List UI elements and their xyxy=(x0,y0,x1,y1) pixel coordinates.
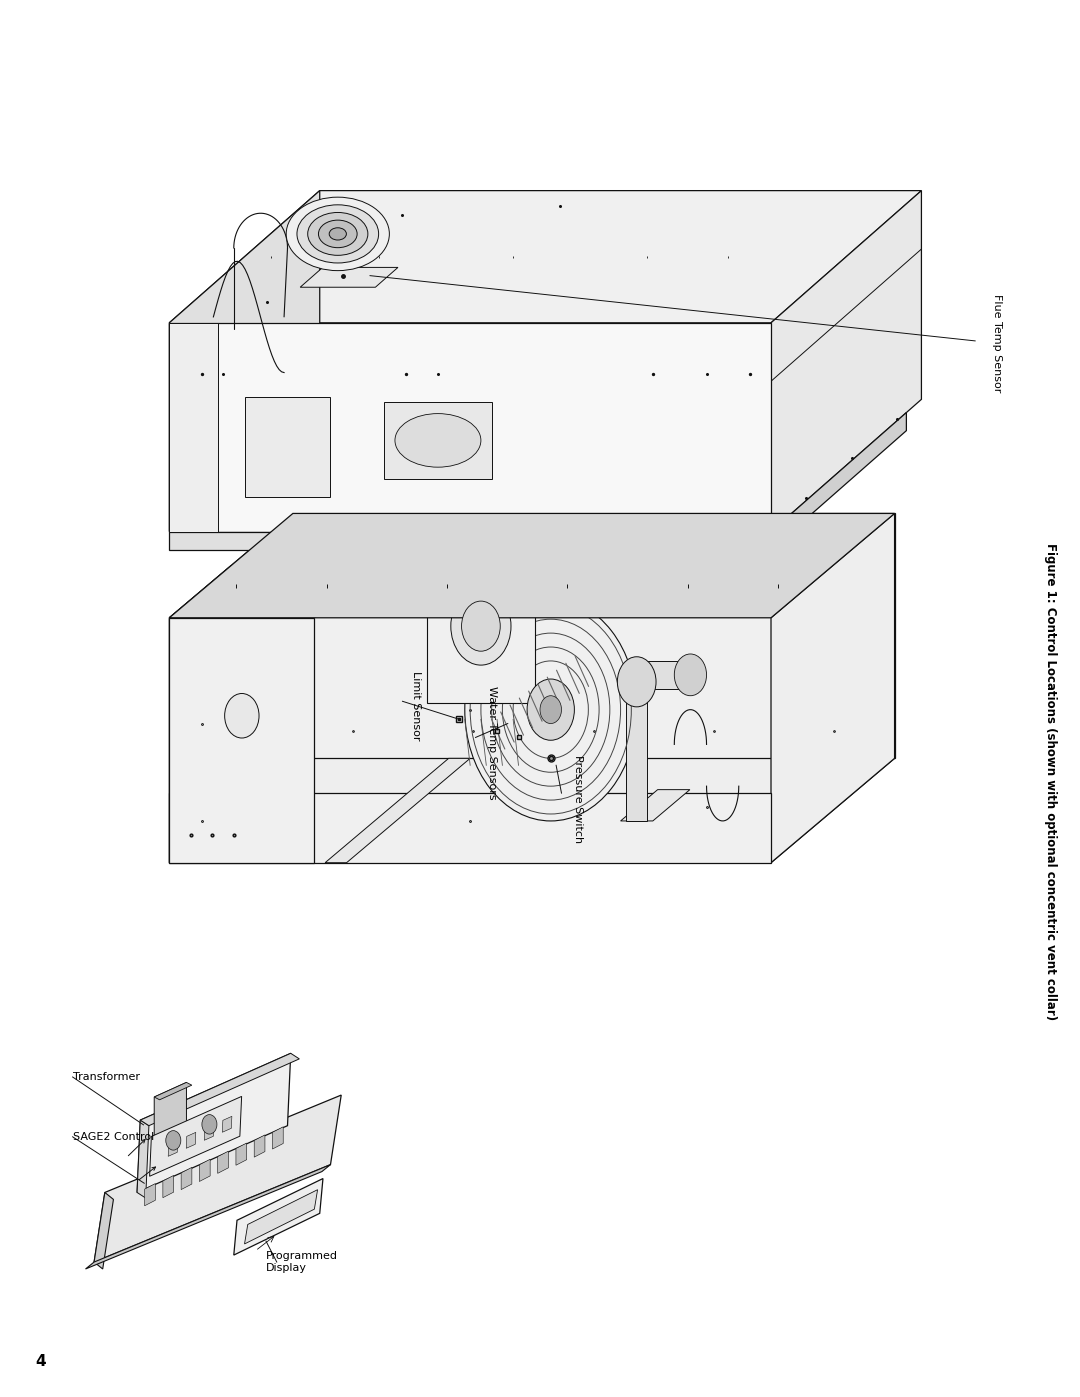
Circle shape xyxy=(450,587,511,665)
Polygon shape xyxy=(170,514,293,863)
Polygon shape xyxy=(771,412,906,549)
Polygon shape xyxy=(186,1133,195,1148)
Text: Limit Sensor: Limit Sensor xyxy=(411,671,421,740)
Polygon shape xyxy=(170,190,921,323)
Text: Pressure Switch: Pressure Switch xyxy=(572,754,582,842)
Text: Flue Temp Sensor: Flue Temp Sensor xyxy=(991,295,1001,393)
Polygon shape xyxy=(94,1095,341,1261)
Ellipse shape xyxy=(329,228,347,240)
Circle shape xyxy=(202,1115,217,1134)
Polygon shape xyxy=(200,1160,211,1182)
Ellipse shape xyxy=(286,197,390,271)
Polygon shape xyxy=(154,1083,187,1139)
Polygon shape xyxy=(300,267,397,288)
Polygon shape xyxy=(137,1120,149,1199)
Polygon shape xyxy=(637,661,685,689)
Ellipse shape xyxy=(308,212,368,256)
Text: Programmed
Display: Programmed Display xyxy=(266,1252,338,1273)
Polygon shape xyxy=(384,402,491,479)
Polygon shape xyxy=(771,514,894,863)
Text: 4: 4 xyxy=(35,1354,45,1369)
Circle shape xyxy=(527,679,575,740)
Circle shape xyxy=(464,598,637,821)
Text: Water Temp Sensors: Water Temp Sensors xyxy=(487,686,497,800)
Polygon shape xyxy=(233,1179,323,1255)
Polygon shape xyxy=(170,793,771,863)
Polygon shape xyxy=(145,1183,156,1206)
Polygon shape xyxy=(170,566,376,617)
Ellipse shape xyxy=(395,414,481,467)
Polygon shape xyxy=(85,1165,330,1268)
Polygon shape xyxy=(170,531,771,549)
Polygon shape xyxy=(218,1151,228,1173)
Polygon shape xyxy=(244,397,330,497)
Polygon shape xyxy=(293,514,894,759)
Polygon shape xyxy=(222,1116,232,1133)
Polygon shape xyxy=(428,605,535,703)
Polygon shape xyxy=(181,1168,192,1190)
Polygon shape xyxy=(137,1053,291,1193)
Polygon shape xyxy=(235,1143,246,1165)
Polygon shape xyxy=(621,789,690,821)
Circle shape xyxy=(461,601,500,651)
Circle shape xyxy=(674,654,706,696)
Circle shape xyxy=(166,1130,180,1150)
Circle shape xyxy=(225,693,259,738)
Circle shape xyxy=(440,573,522,679)
Polygon shape xyxy=(428,563,584,605)
Polygon shape xyxy=(163,1175,174,1197)
Circle shape xyxy=(618,657,656,707)
Polygon shape xyxy=(140,1053,299,1126)
Circle shape xyxy=(540,696,562,724)
Polygon shape xyxy=(170,514,894,617)
Polygon shape xyxy=(170,323,771,531)
Polygon shape xyxy=(771,190,921,531)
Polygon shape xyxy=(94,1193,113,1268)
Text: SAGE2 Control: SAGE2 Control xyxy=(72,1132,153,1141)
Polygon shape xyxy=(254,1134,265,1157)
Polygon shape xyxy=(204,1125,214,1140)
Polygon shape xyxy=(154,1083,192,1099)
Text: Transformer: Transformer xyxy=(72,1071,139,1081)
Polygon shape xyxy=(170,323,218,531)
Text: Figure 1: Control Locations (shown with optional concentric vent collar): Figure 1: Control Locations (shown with … xyxy=(1044,543,1057,1021)
Ellipse shape xyxy=(297,205,379,263)
Polygon shape xyxy=(150,1097,242,1176)
Polygon shape xyxy=(170,759,894,863)
Ellipse shape xyxy=(319,221,357,247)
Polygon shape xyxy=(626,682,647,821)
Polygon shape xyxy=(168,1140,178,1157)
Polygon shape xyxy=(244,1190,318,1243)
Polygon shape xyxy=(170,190,320,531)
Polygon shape xyxy=(170,617,314,863)
Polygon shape xyxy=(325,759,470,863)
Polygon shape xyxy=(272,1127,283,1150)
